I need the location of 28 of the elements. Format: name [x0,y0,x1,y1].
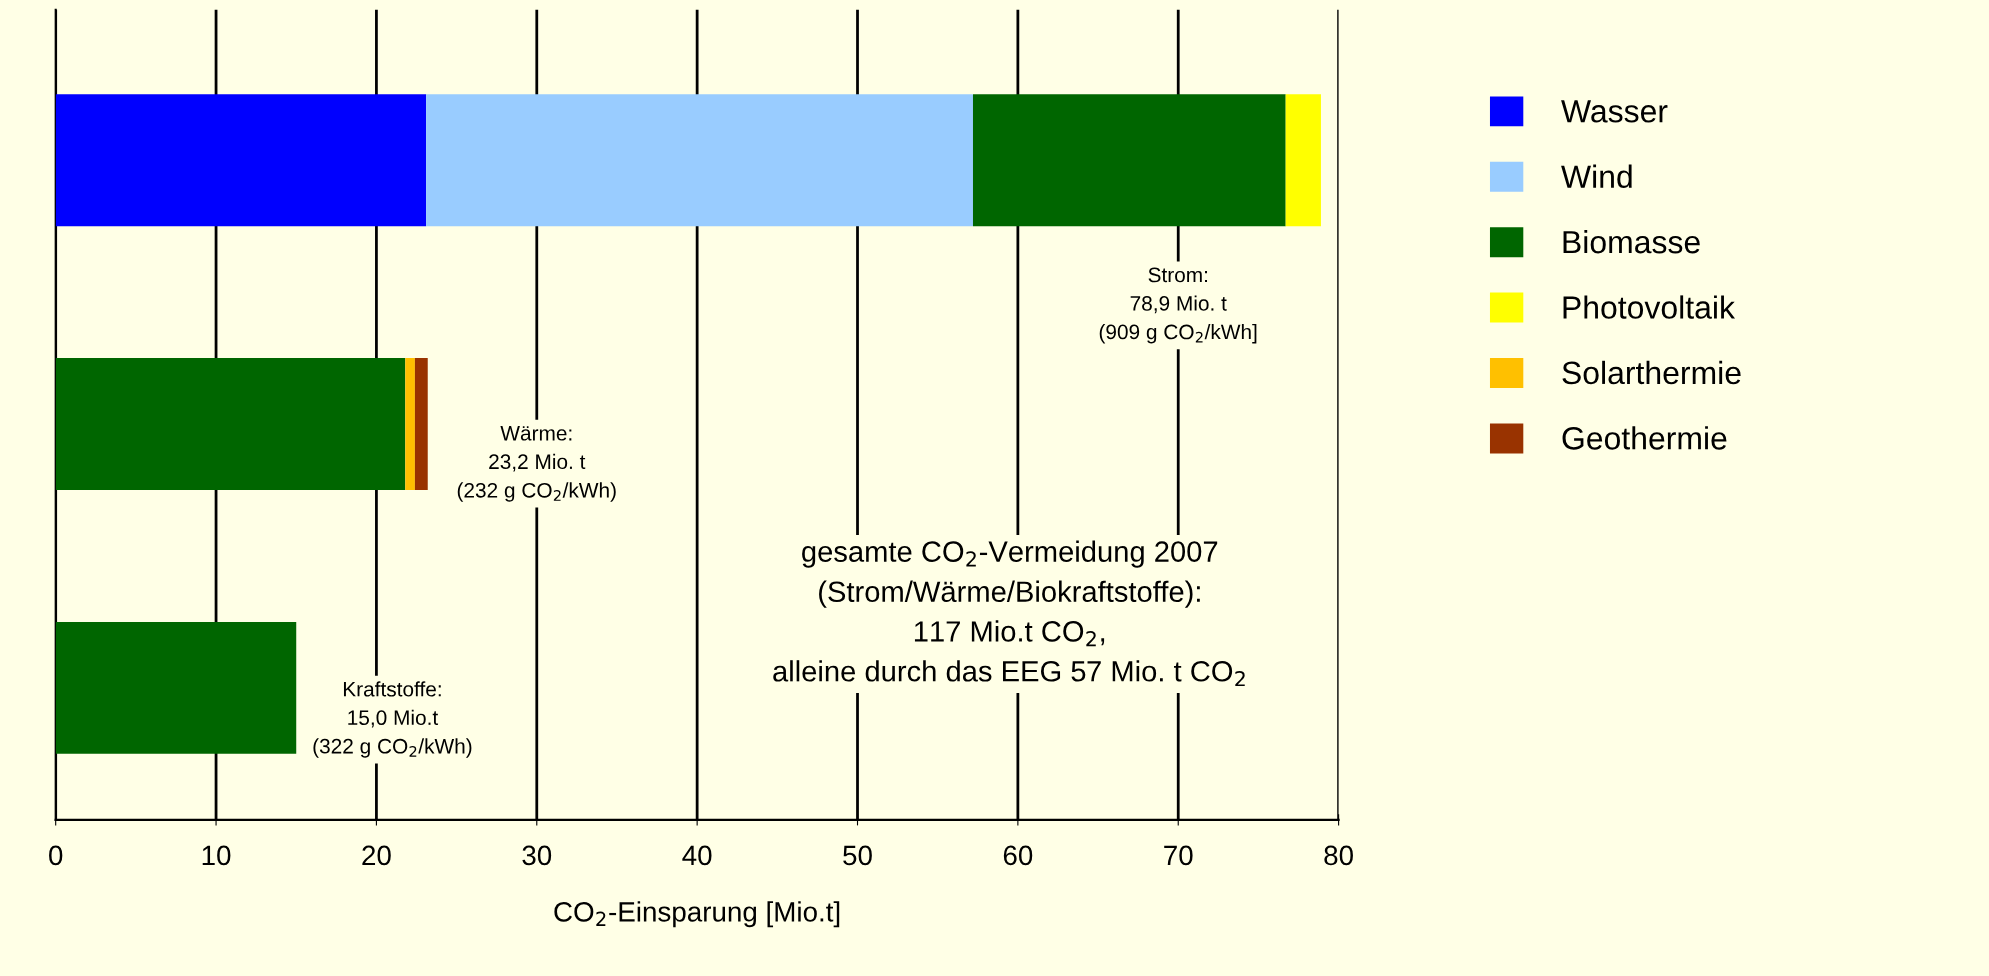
legend-label: Biomasse [1563,229,1700,254]
bar [1285,94,1321,227]
x-tick-label: 40 [682,845,712,866]
bar [55,621,297,754]
legend-label: Wasser [1561,100,1668,123]
bar [426,94,973,227]
legend-label: Geothermie [1562,426,1727,450]
x-tick-label: 20 [362,845,391,866]
annotation: Strom: 78,9 Mio. t (909 g CO$_{2}$/kWh] [1099,267,1257,344]
bar [972,94,1286,227]
legend-label: Photovoltaik [1563,295,1736,319]
bar [55,94,427,227]
x-axis-title: CO$_{2}$-Einsparung [Mio.t] [554,901,840,928]
x-tick-label: 50 [843,845,872,866]
x-tick-label: 60 [1003,845,1033,866]
x-tick-label: 30 [522,845,552,866]
bar [414,358,428,490]
legend-label: Solarthermie [1562,360,1741,385]
x-tick-label: 70 [1164,845,1193,866]
text: gesamte CO$_{2}$-Vermeidung 2007 (Strom/Wärme/Biokraftstoffe): 117 Mio.t CO$_{2}$, alleine durch das EEG 57 Mio. t CO$_{2}$ [773,540,1245,687]
x-tick-label: 0 [49,845,63,866]
annotation: Kraftstoffe: 15,0 Mio.t (322 g CO$_{2}$/kWh) [313,681,472,758]
x-tick-label: 80 [1324,845,1353,866]
bar [405,358,415,490]
annotation: Wärme: 23,2 Mio. t (232 g CO$_{2}$/kWh) [457,426,616,502]
x-tick-label: 10 [202,845,231,866]
legend-label: Wind [1561,164,1632,189]
bar [55,358,406,490]
